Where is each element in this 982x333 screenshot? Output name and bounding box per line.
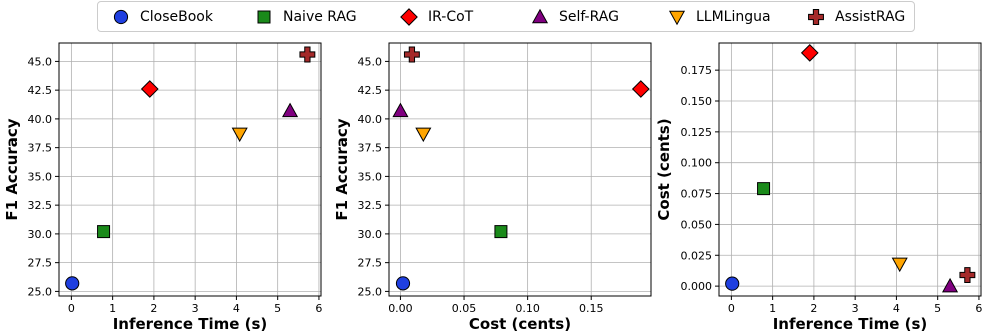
plot-frame xyxy=(718,42,982,297)
legend-item-llmlingua: LLMLingua xyxy=(688,7,771,27)
legend-label-self-rag: Self-RAG xyxy=(559,9,619,25)
y-tick-label: 40.0 xyxy=(28,113,53,126)
legend-label-assistrag: AssistRAG xyxy=(835,9,906,25)
x-tick-label: 2 xyxy=(810,302,817,315)
point-llmlingua xyxy=(891,257,908,273)
x-tick-label: 0.10 xyxy=(515,302,540,315)
y-tick-label: 32.5 xyxy=(358,199,383,212)
y-tick-label: 0.025 xyxy=(681,249,713,262)
point-assistrag xyxy=(403,46,420,63)
legend-item-ir-cot: IR-CoT xyxy=(420,7,473,27)
y-axis-label: F1 Accuracy xyxy=(3,118,21,220)
point-llmlingua xyxy=(231,127,248,143)
x-tick-label: 0.05 xyxy=(452,302,477,315)
x-tick-label: 2 xyxy=(150,302,157,315)
x-tick-label: 5 xyxy=(274,302,281,315)
y-tick-label: 37.5 xyxy=(28,142,53,155)
x-tick-label: 4 xyxy=(233,302,240,315)
x-tick-label: 4 xyxy=(893,302,900,315)
x-tick-label: 0 xyxy=(728,302,735,315)
legend-item-naive-rag: Naive RAG xyxy=(275,7,357,27)
x-tick-label: 0.15 xyxy=(579,302,604,315)
x-tick-label: 1 xyxy=(109,302,116,315)
point-naive-rag xyxy=(494,225,508,239)
legend-marker-naive-rag xyxy=(257,10,271,24)
x-tick-label: 5 xyxy=(934,302,941,315)
chart-2: 0.00 0.05 0.10 0.15 25.0 27.5 30.0 32.5 35.0 37.5… xyxy=(333,42,652,333)
legend-marker-assistrag xyxy=(808,9,824,25)
y-tick-label: 27.5 xyxy=(28,257,53,270)
y-tick-label: 0.050 xyxy=(681,218,713,231)
point-llmlingua xyxy=(415,127,432,143)
point-self-rag xyxy=(942,277,959,293)
legend-label-closebook: CloseBook xyxy=(140,9,213,25)
y-tick-label: 25.0 xyxy=(358,285,383,298)
y-tick-label: 40.0 xyxy=(358,113,383,126)
point-closebook xyxy=(395,276,411,291)
point-naive-rag xyxy=(97,225,111,239)
x-tick-label: 3 xyxy=(852,302,859,315)
legend-label-llmlingua: LLMLingua xyxy=(696,9,771,25)
y-axis-label: F1 Accuracy xyxy=(333,118,351,220)
point-closebook xyxy=(725,276,740,291)
legend: CloseBook Naive RAG IR-CoT Self-RAG LLML… xyxy=(97,1,915,32)
y-tick-label: 25.0 xyxy=(28,285,53,298)
y-tick-label: 45.0 xyxy=(358,55,383,68)
y-tick-label: 30.0 xyxy=(28,228,53,241)
y-tick-label: 0.125 xyxy=(681,126,713,139)
y-tick-label: 27.5 xyxy=(358,257,383,270)
legend-item-self-rag: Self-RAG xyxy=(551,7,619,27)
legend-marker-ir-cot xyxy=(400,8,418,26)
y-tick-label: 32.5 xyxy=(28,199,53,212)
point-self-rag xyxy=(282,102,299,118)
y-tick-label: 37.5 xyxy=(358,142,383,155)
x-tick-label: 6 xyxy=(315,302,322,315)
point-ir-cot xyxy=(800,44,819,62)
x-axis-label: Cost (cents) xyxy=(469,315,571,333)
point-ir-cot xyxy=(631,80,650,98)
chart-3: 0 1 2 3 4 5 6 0.000 0.025 0.050 0.075 0.100 0.125 0.1… xyxy=(655,42,982,333)
y-tick-label: 35.0 xyxy=(28,170,53,183)
point-assistrag xyxy=(299,46,316,63)
plot-frame xyxy=(388,42,652,297)
legend-markers xyxy=(113,8,824,26)
y-tick-label: 30.0 xyxy=(358,228,383,241)
point-assistrag xyxy=(959,267,976,283)
y-tick-label: 0.100 xyxy=(681,157,713,170)
legend-label-ir-cot: IR-CoT xyxy=(428,9,474,25)
y-tick-label: 0.075 xyxy=(681,188,713,201)
legend-label-naive-rag: Naive RAG xyxy=(283,9,357,25)
y-tick-label: 0.150 xyxy=(681,95,713,108)
chart-1: 0 1 2 3 4 5 6 25.0 27.5 30.0 32.5 35.0 37.5 40.0 42.5 4… xyxy=(3,42,322,333)
x-axis-label: Inference Time (s) xyxy=(773,315,928,333)
x-tick-label: 1 xyxy=(769,302,776,315)
legend-marker-self-rag xyxy=(531,8,549,24)
point-naive-rag xyxy=(757,182,771,196)
plot-frame xyxy=(58,42,322,297)
y-tick-label: 0.000 xyxy=(681,280,713,293)
x-tick-label: 0.00 xyxy=(388,302,413,315)
point-closebook xyxy=(65,276,80,291)
point-self-rag xyxy=(392,102,409,118)
legend-marker-closebook xyxy=(113,9,129,25)
legend-item-assistrag: AssistRAG xyxy=(827,7,905,27)
legend-marker-llmlingua xyxy=(668,10,686,26)
x-tick-label: 6 xyxy=(975,302,982,315)
y-axis-label: Cost (cents) xyxy=(655,118,673,220)
x-tick-label: 0 xyxy=(68,302,75,315)
y-tick-label: 42.5 xyxy=(28,84,53,97)
y-tick-label: 0.175 xyxy=(681,64,713,77)
x-axis-label: Inference Time (s) xyxy=(113,315,268,333)
y-tick-label: 42.5 xyxy=(358,84,383,97)
y-tick-label: 35.0 xyxy=(358,170,383,183)
x-tick-label: 3 xyxy=(192,302,199,315)
legend-item-closebook: CloseBook xyxy=(132,7,213,27)
point-ir-cot xyxy=(140,80,159,98)
y-tick-label: 45.0 xyxy=(28,55,53,68)
